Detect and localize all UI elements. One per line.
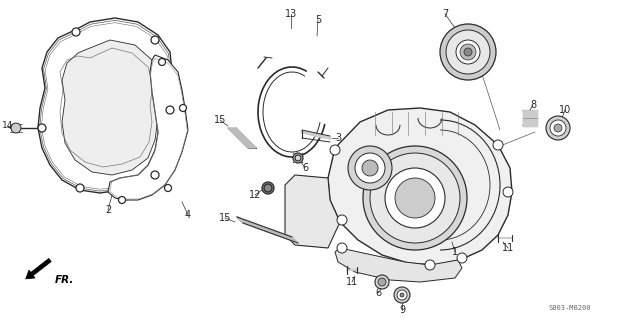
Circle shape	[550, 120, 566, 136]
Text: FR.: FR.	[55, 275, 74, 285]
Polygon shape	[328, 108, 512, 265]
Circle shape	[118, 197, 125, 204]
Text: 14: 14	[3, 121, 13, 130]
Circle shape	[400, 293, 404, 297]
Circle shape	[493, 140, 503, 150]
Circle shape	[460, 44, 476, 60]
Polygon shape	[285, 175, 340, 248]
Circle shape	[348, 146, 392, 190]
Circle shape	[375, 275, 389, 289]
Polygon shape	[523, 110, 537, 126]
Text: 11: 11	[502, 243, 514, 253]
Circle shape	[457, 253, 467, 263]
Circle shape	[179, 105, 186, 112]
Circle shape	[355, 153, 385, 183]
Text: 8: 8	[530, 100, 536, 110]
Polygon shape	[237, 217, 298, 243]
Circle shape	[397, 290, 407, 300]
Text: 15: 15	[214, 115, 226, 125]
Circle shape	[262, 182, 274, 194]
Circle shape	[446, 30, 490, 74]
Circle shape	[38, 124, 46, 132]
FancyArrow shape	[26, 258, 51, 279]
Circle shape	[554, 124, 562, 132]
Circle shape	[76, 184, 84, 192]
Text: 11: 11	[346, 277, 358, 287]
Circle shape	[159, 58, 166, 65]
Circle shape	[394, 287, 410, 303]
Circle shape	[166, 106, 174, 114]
Text: 2: 2	[105, 205, 111, 215]
Circle shape	[546, 116, 570, 140]
Text: 1: 1	[452, 247, 458, 257]
Circle shape	[330, 145, 340, 155]
Circle shape	[378, 278, 386, 286]
Circle shape	[440, 24, 496, 80]
Circle shape	[363, 146, 467, 250]
Text: 10: 10	[559, 105, 571, 115]
Polygon shape	[62, 40, 158, 175]
Polygon shape	[108, 55, 188, 200]
Text: 12: 12	[249, 190, 261, 200]
Circle shape	[425, 260, 435, 270]
Circle shape	[337, 243, 347, 253]
Polygon shape	[335, 248, 462, 282]
Text: 6: 6	[375, 288, 381, 298]
Circle shape	[456, 40, 480, 64]
Text: 5: 5	[315, 15, 321, 25]
Text: 9: 9	[399, 305, 405, 315]
Text: 4: 4	[185, 210, 191, 220]
Circle shape	[362, 160, 378, 176]
Text: 15: 15	[219, 213, 231, 223]
Text: 3: 3	[335, 133, 341, 143]
Circle shape	[395, 178, 435, 218]
Circle shape	[151, 36, 159, 44]
Polygon shape	[228, 128, 256, 148]
Circle shape	[464, 48, 472, 56]
Text: 7: 7	[442, 9, 448, 19]
Text: 6: 6	[302, 163, 308, 173]
Circle shape	[503, 187, 513, 197]
Circle shape	[370, 153, 460, 243]
Circle shape	[337, 215, 347, 225]
Circle shape	[72, 28, 80, 36]
Text: S003-M0200: S003-M0200	[548, 305, 591, 311]
Circle shape	[11, 123, 21, 133]
Circle shape	[385, 168, 445, 228]
Circle shape	[151, 171, 159, 179]
Circle shape	[164, 184, 172, 191]
Text: 13: 13	[285, 9, 297, 19]
Circle shape	[293, 153, 303, 163]
Polygon shape	[38, 18, 172, 193]
